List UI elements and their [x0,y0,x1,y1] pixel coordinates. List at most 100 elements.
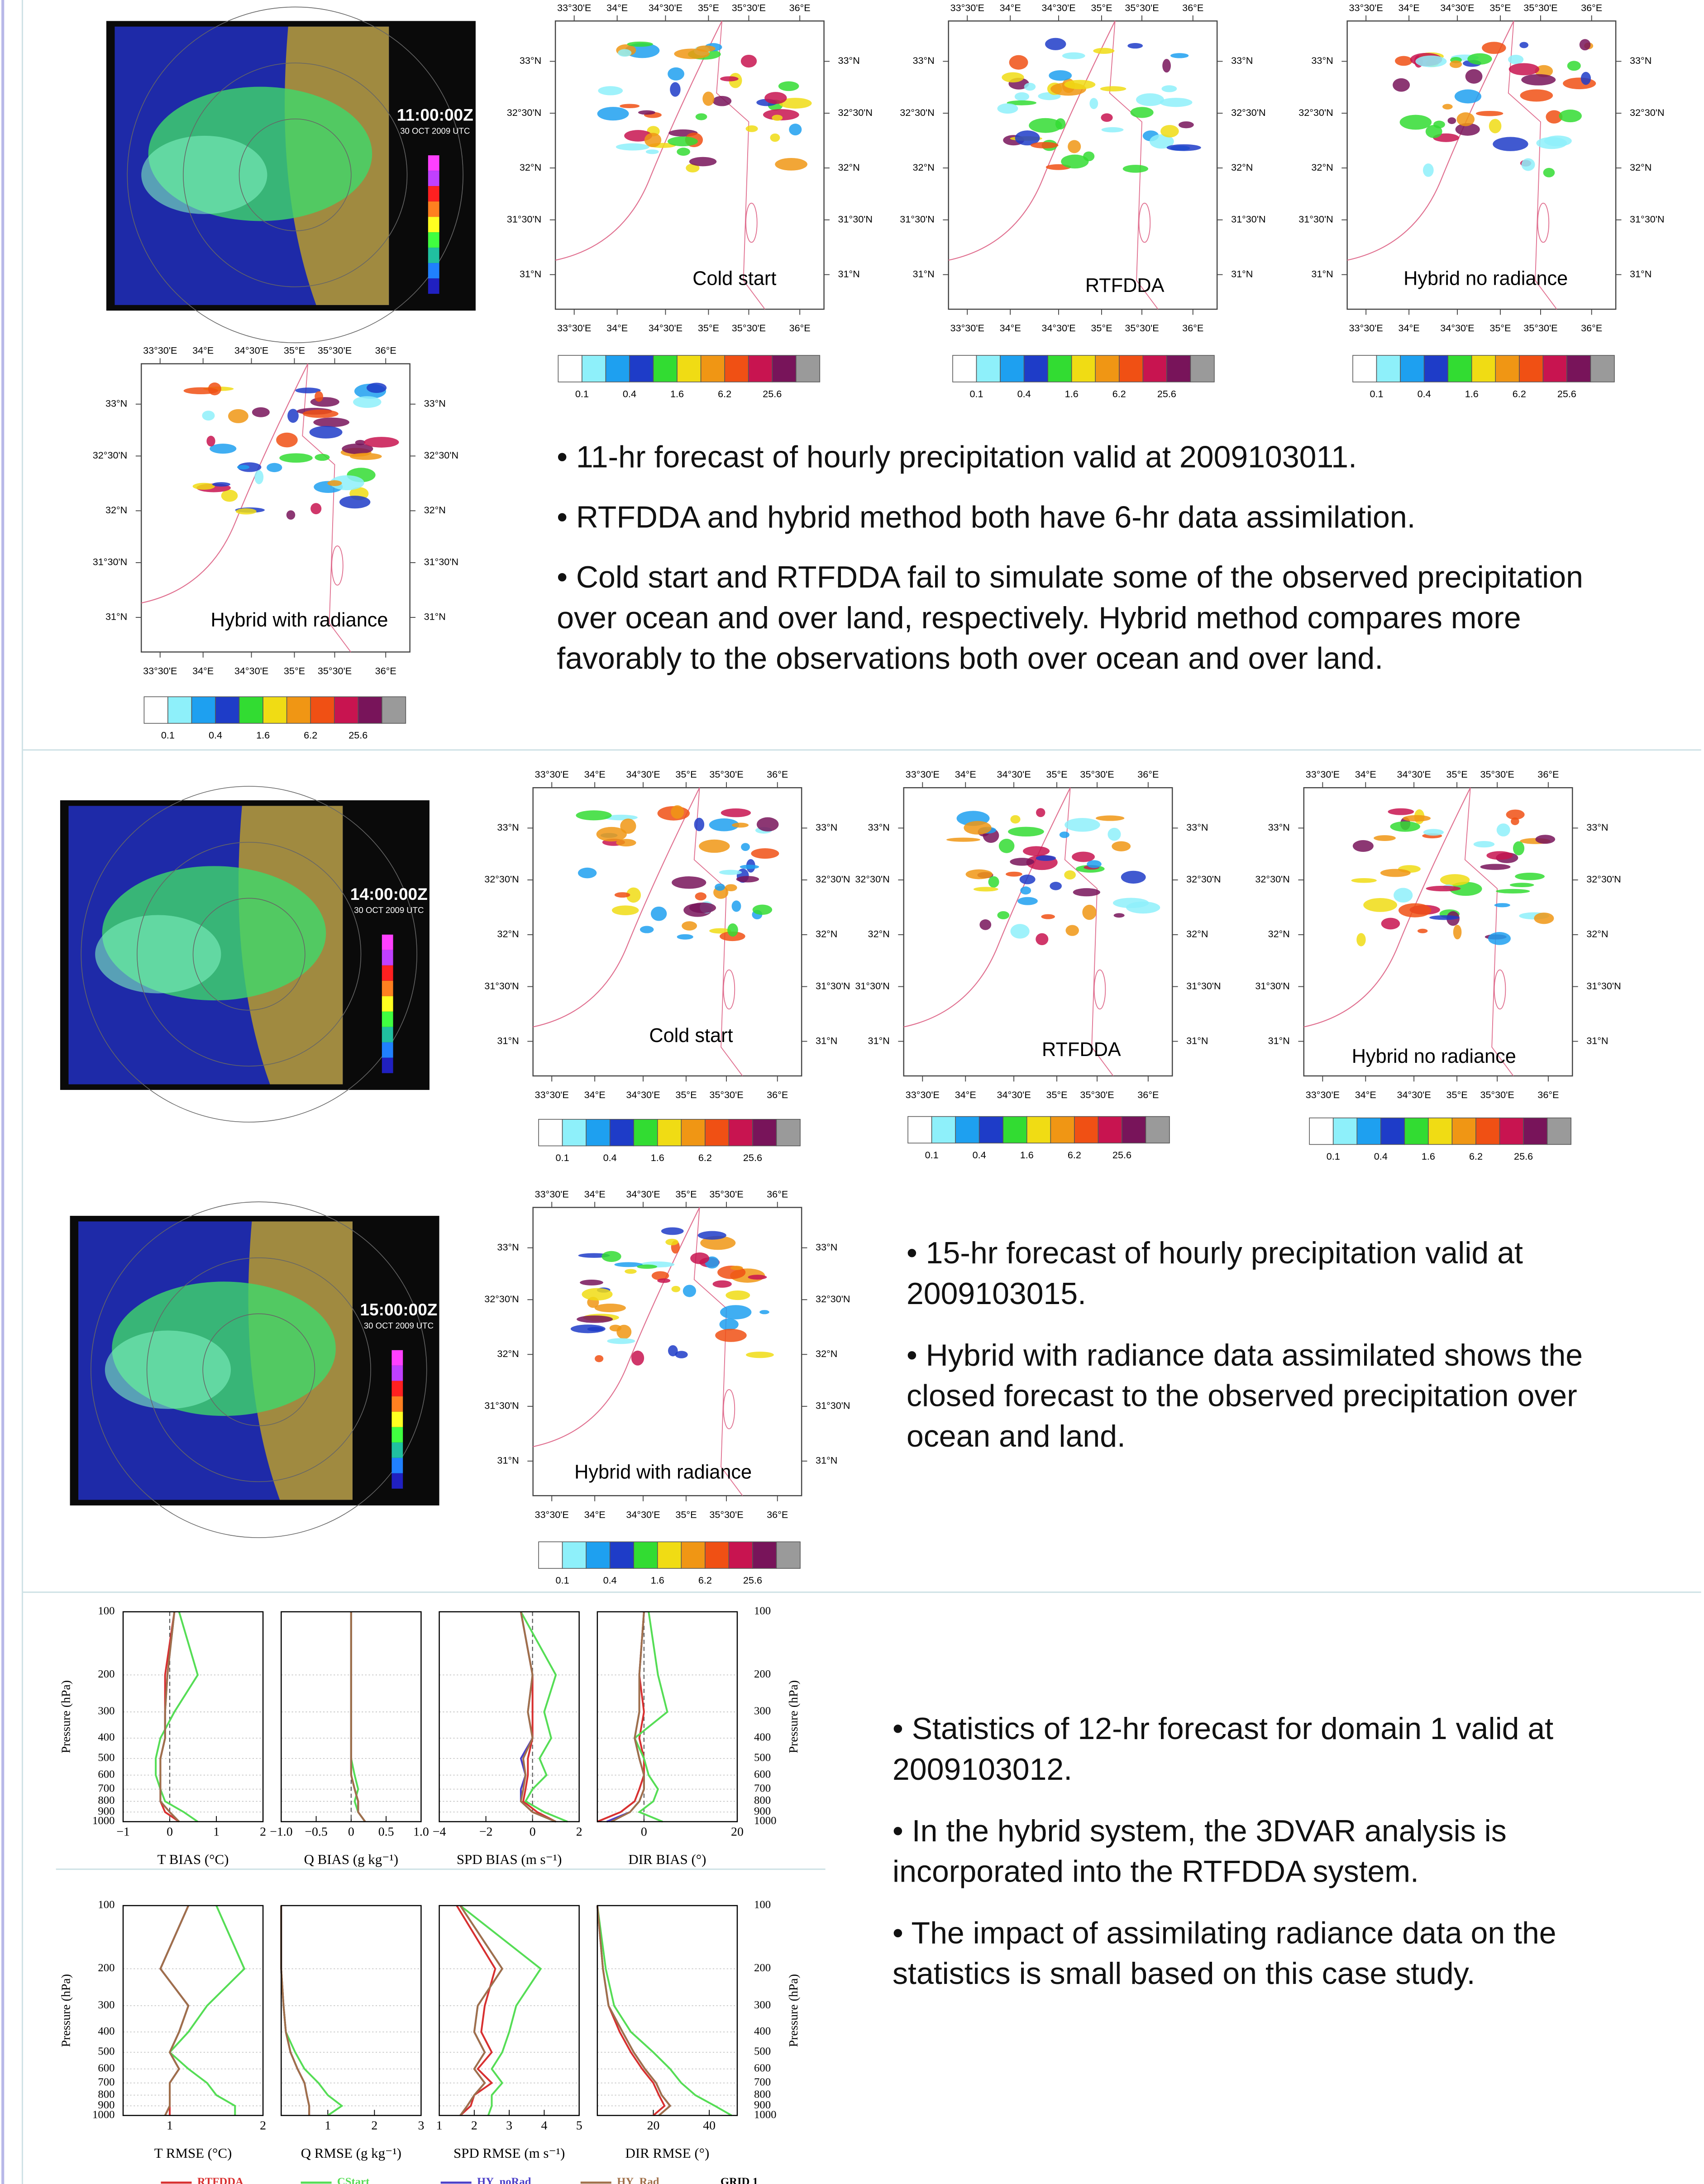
x-tick-label: 5 [576,2119,582,2133]
colorbar-box [681,1541,706,1569]
colorbar-label: 6.2 [718,388,731,399]
lat-label: 32°30'N [1586,874,1621,885]
colorbar-box [239,696,263,724]
colorbar-label: 0.1 [1370,388,1384,399]
x-axis-title: T RMSE (°C) [154,2145,232,2161]
precip-cell [730,1266,743,1270]
dead-sea [1537,202,1550,243]
precip-cell [1520,89,1553,102]
colorbar-label: 0.4 [623,388,636,399]
lon-label: 34°E [584,1509,606,1520]
x-tick-label: 2 [260,1825,266,1839]
precip-cell [1546,110,1563,124]
lat-label: 31°N [497,1035,519,1046]
colorbar-label: 0.1 [575,388,589,399]
lat-label: 31°N [520,268,541,279]
x-tick-label: 0.5 [378,1825,394,1839]
colorbar-label: 25.6 [743,1575,762,1586]
precip-cell [1380,869,1411,877]
colorbar-label: 25.6 [763,388,782,399]
precip-cell [789,124,802,136]
y-tick-label: 500 [98,1752,115,1764]
precip-cell [310,397,339,407]
lat-label: 33°N [424,398,446,409]
colorbar-box [1050,1116,1075,1144]
radar-scale [391,1458,403,1473]
colorbar-box [538,1119,563,1147]
map-frame [903,787,1173,1077]
y-tick-label: 600 [754,2062,771,2074]
precip-cell [740,54,757,68]
precip-cell [1036,855,1056,861]
precip-cell [1567,61,1581,71]
lat-label: 33°N [868,822,890,833]
y-axis-title: Pressure (hPa) [787,1974,801,2047]
precip-cell [1093,48,1115,54]
precip-cell [1456,112,1475,126]
lon-label: 36°E [1182,2,1203,13]
radar-scale [382,1011,393,1027]
radar-scale [391,1365,403,1381]
range-ring [127,6,463,344]
panel-label: Hybrid no radiance [1403,268,1568,290]
x-axis-title: SPD BIAS (m s⁻¹) [457,1851,562,1867]
x-tick-label: 3 [418,2119,424,2133]
x-tick-label: 40 [703,2119,716,2133]
radar-date: 30 OCT 2009 UTC [400,126,470,135]
lat-label: 32°30'N [1186,874,1221,885]
precip-cell [1007,100,1036,105]
precip-cell [671,1286,681,1292]
colorbar-box [1475,1117,1500,1145]
precip-cell [1473,841,1495,848]
colorbar-box [728,1541,753,1569]
precip-cell [1050,882,1062,890]
precip-cell [726,1290,750,1300]
colorbar-box [609,1541,634,1569]
legend-label: RTFDDA [197,2176,243,2184]
colorbar-box [728,1119,753,1147]
plot-frame [439,1611,580,1822]
bullet: • Statistics of 12-hr forecast for domai… [893,1711,1554,1787]
lat-label: 31°30'N [1255,980,1290,991]
lon-label: 35°E [1046,769,1067,780]
precip-cell [715,1329,747,1342]
lat-label: 31°30'N [424,556,459,568]
colorbar-box [263,696,287,724]
lon-label: 33°30'E [557,322,591,334]
range-ring [91,1201,427,1538]
precip-cell [1101,113,1113,122]
precip-cell [1002,72,1024,83]
precip-cell [276,432,298,448]
precip-cell [732,822,749,828]
precip-cell [582,1288,613,1301]
profile-line [633,1611,668,1823]
precip-cell [715,883,725,891]
lat-label: 32°N [816,1348,837,1359]
y-tick-label: 400 [98,2025,115,2037]
precip-cell [1082,904,1097,920]
colorbar-box [978,1116,1004,1144]
lon-label: 34°30'E [1041,322,1075,334]
colorbar-box [167,696,192,724]
dead-sea [745,202,758,243]
y-tick-label: 200 [754,1668,771,1680]
precip-cell [651,1271,669,1281]
precip-cell [668,67,684,81]
range-ring [239,118,352,231]
lon-label: 33°30'E [906,769,940,780]
colorbar-box [748,355,773,382]
lon-label: 33°30'E [1306,769,1340,780]
lon-label: 36°E [1137,1089,1159,1100]
lat-label: 32°N [1311,162,1333,173]
profile-line [155,1611,199,1823]
profile-line [456,1905,496,2117]
colorbar-box [143,696,168,724]
precip-cell [740,865,759,869]
precip-cell [252,407,270,417]
radar-scale [428,232,439,248]
lon-label: 35°30'E [709,769,743,780]
radar-time: 14:00:00Z [350,884,428,903]
y-tick-label: 700 [754,1782,771,1794]
radar-time: 11:00:00Z [397,105,473,124]
